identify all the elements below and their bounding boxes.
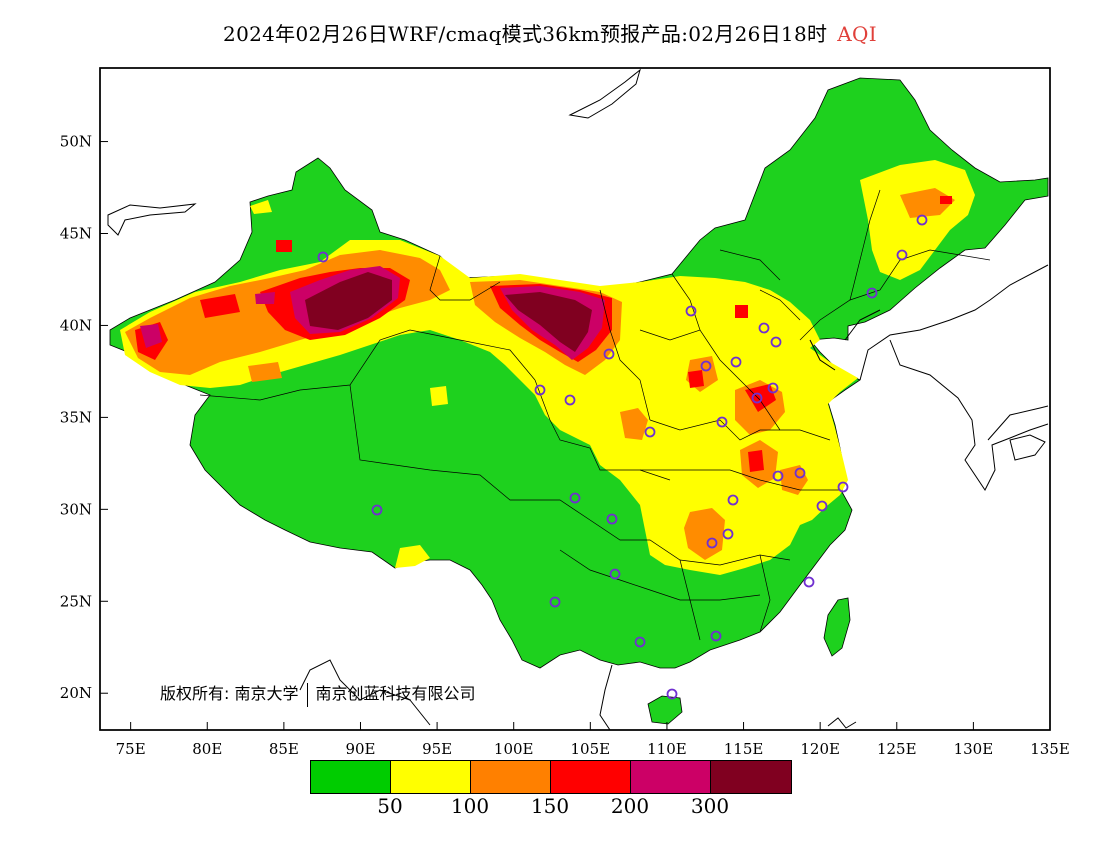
station-marker [727,494,739,506]
station-marker [606,513,618,525]
x-tick-label: 80E [192,740,222,758]
x-tick-label: 135E [1030,740,1070,758]
station-marker [803,576,815,588]
y-tick-label: 40N [60,316,92,334]
station-marker [666,688,678,700]
copyright-org-nju: 南京大学 [234,684,299,703]
station-marker [772,470,784,482]
axis-ticks: 75E 80E 85E 90E 95E 100E 105E 110E 115E 120E 125E 1… [60,133,1070,758]
station-marker [767,382,779,394]
legend-swatch [551,761,631,793]
neighbour-outlines [107,68,1049,730]
legend-swatch [631,761,711,793]
station-marker [896,249,908,261]
station-marker [730,356,742,368]
hainan [647,695,683,725]
station-marker [371,504,383,516]
x-tick-label: 100E [494,740,534,758]
station-markers [317,214,928,700]
map-title: 2024年02月26日WRF/cmaq模式36km预报产品:02月26日18时 A… [0,18,1100,47]
station-marker [722,528,734,540]
station-marker [549,596,561,608]
hazardous-zones [305,272,592,352]
station-marker [794,467,806,479]
station-marker [706,537,718,549]
legend-swatch [391,761,471,793]
taiwan [823,597,851,657]
station-marker [644,426,656,438]
legend-label: 50 [377,794,403,818]
copyright-notice: 版权所有: 南京大学 南京创蓝科技有限公司 [160,680,476,707]
aqi-legend-bar [310,760,792,794]
copyright-label: 版权所有: [160,684,230,703]
x-tick-label: 110E [647,740,687,758]
x-tick-label: 95E [422,740,452,758]
station-marker [916,214,928,226]
legend-label: 200 [610,794,650,818]
station-marker [837,481,849,493]
station-marker [569,492,581,504]
station-marker [710,630,722,642]
copyright-separator [306,682,308,707]
x-tick-label: 115E [724,740,764,758]
y-tick-label: 35N [60,408,92,426]
station-marker [866,287,878,299]
station-marker [317,251,329,263]
station-marker [816,500,828,512]
legend-swatch [471,761,551,793]
station-marker [770,336,782,348]
x-tick-label: 120E [800,740,840,758]
legend-label: 100 [450,794,490,818]
title-variable: AQI [837,22,877,46]
legend-label: 300 [690,794,730,818]
copyright-org-company: 南京创蓝科技有限公司 [315,684,476,703]
station-marker [564,394,576,406]
legend-label: 150 [530,794,570,818]
y-tick-label: 20N [60,684,92,702]
x-tick-label: 75E [116,740,146,758]
station-marker [758,322,770,334]
title-main: 2024年02月26日WRF/cmaq模式36km预报产品:02月26日18时 [223,22,828,46]
y-tick-label: 25N [60,592,92,610]
legend-swatch [311,761,391,793]
x-tick-label: 130E [954,740,994,758]
station-marker [700,360,712,372]
x-tick-label: 90E [345,740,375,758]
x-tick-label: 105E [571,740,611,758]
y-tick-label: 45N [60,225,92,243]
y-tick-label: 30N [60,500,92,518]
legend-swatch [711,761,791,793]
province-boundaries [199,189,991,641]
station-marker [716,416,728,428]
x-tick-label: 125E [877,740,917,758]
station-marker [634,636,646,648]
station-marker [609,568,621,580]
y-tick-label: 50N [60,133,92,151]
station-marker [534,384,546,396]
station-marker [751,392,763,404]
station-marker [685,305,697,317]
station-marker [603,348,615,360]
aqi-field [107,68,1049,730]
x-tick-label: 85E [269,740,299,758]
